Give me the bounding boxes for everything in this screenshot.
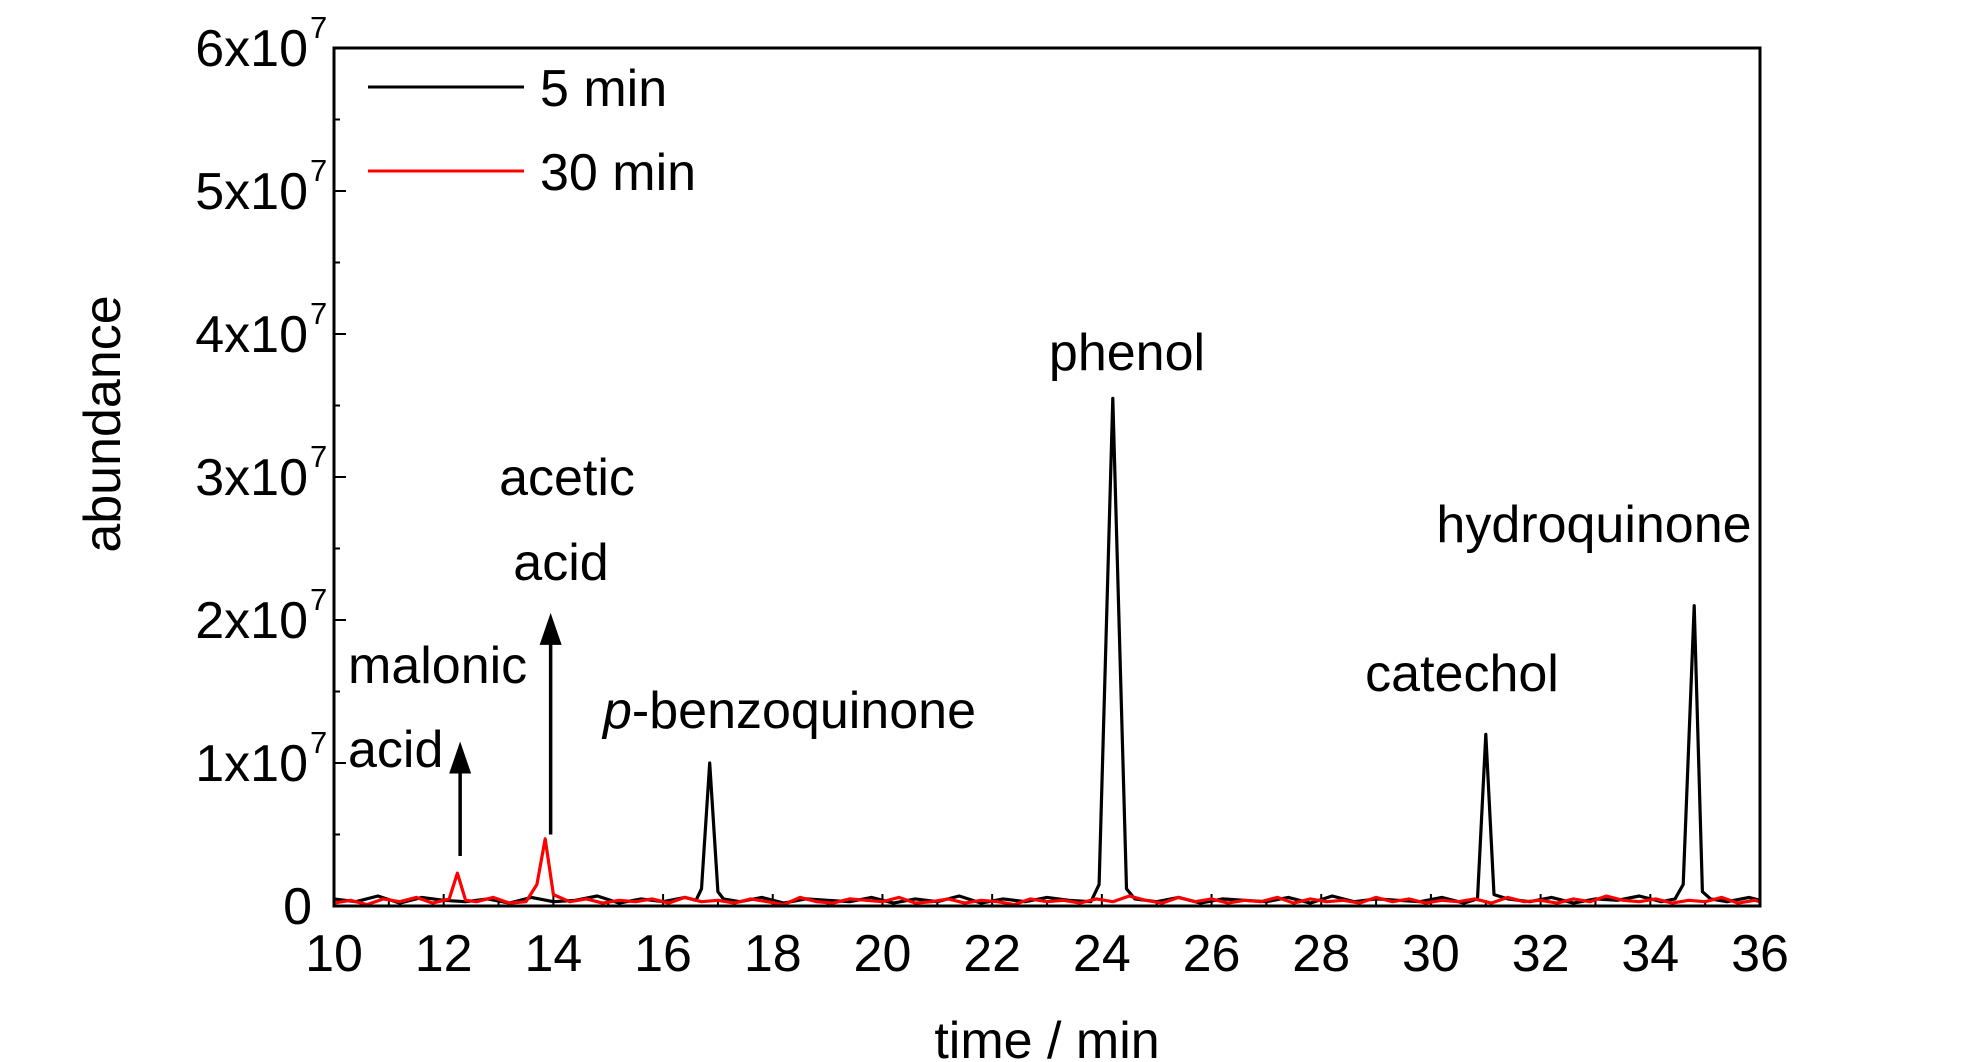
y-axis-title: abundance xyxy=(74,295,132,552)
x-tick-label: 24 xyxy=(1073,925,1131,983)
x-tick-labels: 10 12 14 16 18 20 22 24 26 28 30 32 34 36 xyxy=(305,925,1789,983)
annotations: malonic acid acetic acid p-benzoquinone … xyxy=(348,324,1752,779)
x-tick-label: 34 xyxy=(1621,925,1679,983)
x-tick-label: 26 xyxy=(1183,925,1241,983)
annotation-benzoquinone: p-benzoquinone xyxy=(601,682,976,740)
x-tick-label: 36 xyxy=(1731,925,1789,983)
plot-frame xyxy=(332,46,1762,908)
x-tick-label: 20 xyxy=(854,925,912,983)
x-tick-label: 22 xyxy=(963,925,1021,983)
y-tick-label-exponent: 7 xyxy=(310,582,327,617)
x-tick-label: 12 xyxy=(415,925,473,983)
annotation-catechol: catechol xyxy=(1365,645,1559,703)
annotation-phenol: phenol xyxy=(1049,324,1205,382)
x-tick-label: 18 xyxy=(744,925,802,983)
annotation-acetic-line2: acid xyxy=(513,534,608,592)
annotation-hydroquinone: hydroquinone xyxy=(1436,496,1751,554)
series-lines xyxy=(333,396,1761,907)
x-tick-label: 14 xyxy=(524,925,582,983)
x-tick-label: 30 xyxy=(1402,925,1460,983)
x-tick-label: 32 xyxy=(1512,925,1570,983)
x-tick-label: 10 xyxy=(305,925,363,983)
y-tick-label: 3x10 xyxy=(195,449,308,507)
legend-label-5min: 5 min xyxy=(540,60,667,118)
x-axis-title: time / min xyxy=(934,1012,1159,1062)
y-tick-label: 4x10 xyxy=(195,306,308,364)
annotation-malonic-line1: malonic xyxy=(348,637,527,695)
y-tick-label: 5x10 xyxy=(195,163,308,221)
y-tick-label: 6x10 xyxy=(195,20,308,78)
arrow-head-malonic xyxy=(449,741,472,774)
y-tick-label-exponent: 7 xyxy=(310,439,327,474)
y-tick-label-exponent: 7 xyxy=(310,10,327,45)
x-tick-label: 16 xyxy=(634,925,692,983)
legend-label-30min: 30 min xyxy=(540,144,696,202)
y-ticks xyxy=(334,47,346,907)
annotation-malonic-line2: acid xyxy=(348,721,443,779)
y-tick-label-exponent: 7 xyxy=(310,725,327,760)
y-tick-label-exponent: 7 xyxy=(310,153,327,188)
legend: 5 min 30 min xyxy=(368,60,696,202)
series-line-30min xyxy=(333,837,1761,907)
y-tick-label: 1x10 xyxy=(195,735,308,793)
x-tick-label: 28 xyxy=(1292,925,1350,983)
y-tick-label: 0 xyxy=(283,878,312,936)
y-tick-label-exponent: 7 xyxy=(310,296,327,331)
arrows xyxy=(449,612,562,856)
annotation-benzoquinone-rest: -benzoquinone xyxy=(632,682,976,740)
arrow-head-acetic xyxy=(539,612,562,645)
y-tick-label: 2x10 xyxy=(195,592,308,650)
annotation-acetic-line1: acetic xyxy=(499,449,635,507)
annotation-benzoquinone-italic: p xyxy=(601,682,632,740)
